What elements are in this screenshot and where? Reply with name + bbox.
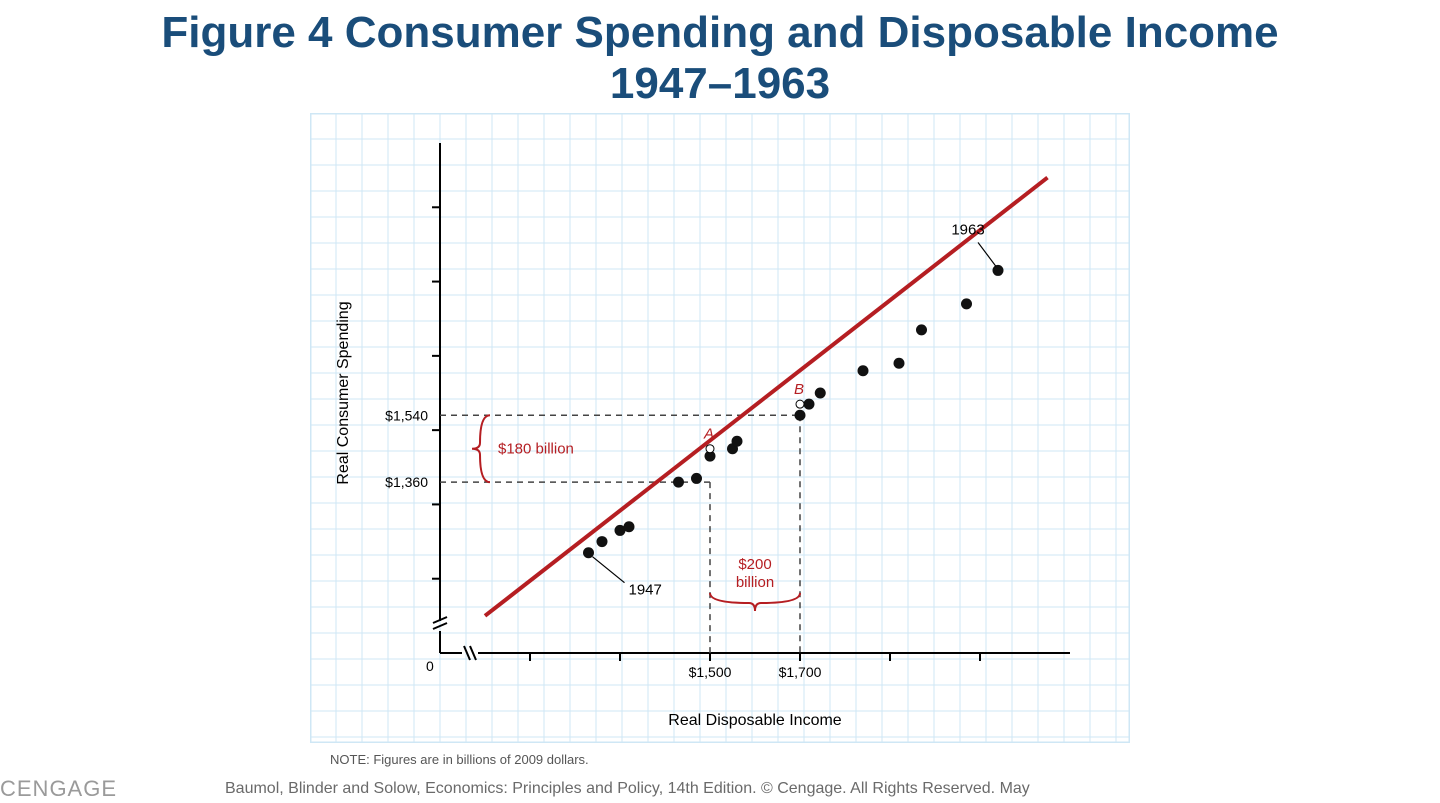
svg-text:0: 0 xyxy=(426,658,434,674)
svg-text:Real Disposable Income: Real Disposable Income xyxy=(668,712,842,729)
title-line-1: Figure 4 Consumer Spending and Disposabl… xyxy=(10,8,1430,59)
svg-text:A: A xyxy=(703,426,714,443)
svg-text:$1,540: $1,540 xyxy=(385,407,428,423)
svg-text:$1,500: $1,500 xyxy=(689,664,732,680)
svg-text:$180 billion: $180 billion xyxy=(498,441,574,458)
figure-title: Figure 4 Consumer Spending and Disposabl… xyxy=(0,0,1440,109)
svg-text:billion: billion xyxy=(736,574,774,591)
svg-text:$1,700: $1,700 xyxy=(779,664,822,680)
scatter-chart: 0 $1,500 $1,700 $1,360 $1,540 Real Disposable… xyxy=(310,113,1130,743)
title-line-2: 1947–1963 xyxy=(10,59,1430,110)
svg-text:Real Consumer Spending: Real Consumer Spending xyxy=(335,302,352,485)
svg-text:B: B xyxy=(794,381,804,398)
svg-text:$1,360: $1,360 xyxy=(385,474,428,490)
brand-logo: CENGAGE xyxy=(0,776,117,802)
figure-note: NOTE: Figures are in billions of 2009 do… xyxy=(330,752,589,767)
svg-text:$200: $200 xyxy=(738,556,771,573)
citation-text: Baumol, Blinder and Solow, Economics: Pr… xyxy=(225,780,1030,798)
svg-text:1963: 1963 xyxy=(951,222,984,239)
svg-text:1947: 1947 xyxy=(629,582,662,599)
chart-container: 0 $1,500 $1,700 $1,360 $1,540 Real Disposable… xyxy=(0,113,1440,743)
